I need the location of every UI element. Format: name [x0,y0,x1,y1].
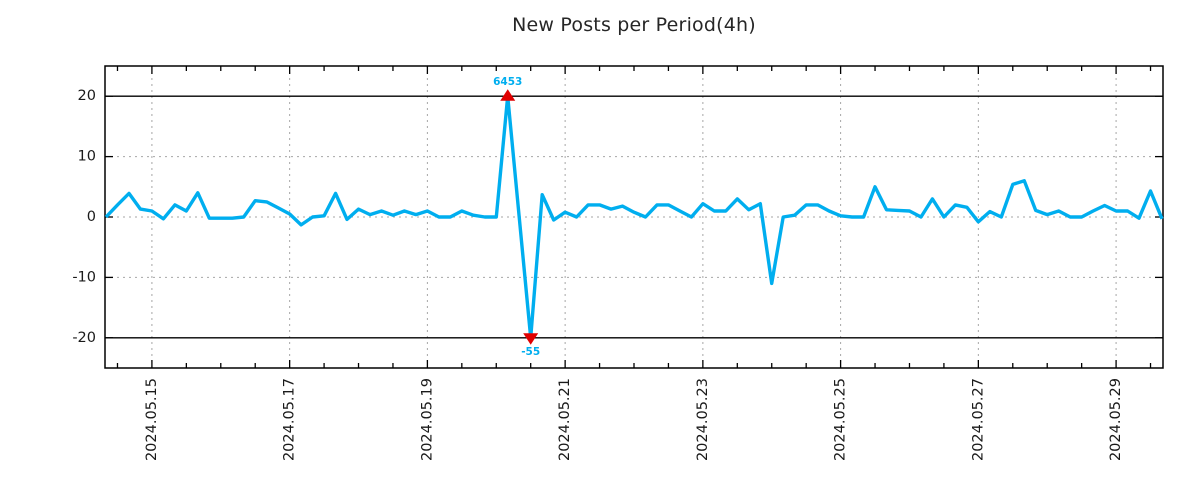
x-axis-label: 2024.05.27 [970,378,986,461]
peak-value-label: 6453 [493,76,522,88]
trough-value-label: -55 [521,346,540,358]
x-axis-label: 2024.05.23 [695,378,711,461]
peak-marker-icon [500,89,516,101]
y-axis-label: 20 [78,88,96,104]
chart-title: New Posts per Period(4h) [512,14,756,36]
x-axis-label: 2024.05.25 [833,378,849,461]
y-axis-label: 0 [87,209,96,225]
y-axis-label: 10 [78,149,96,165]
trough-marker-icon [523,333,539,345]
y-axis-label: -20 [72,330,96,346]
x-axis-label: 2024.05.19 [419,378,435,461]
x-axis-label: 2024.05.21 [557,378,573,461]
series-line [104,94,1164,340]
x-axis-label: 2024.05.15 [144,378,160,461]
x-axis-label: 2024.05.29 [1108,378,1124,461]
y-axis-label: -10 [72,269,96,285]
x-axis-label: 2024.05.17 [282,378,298,461]
